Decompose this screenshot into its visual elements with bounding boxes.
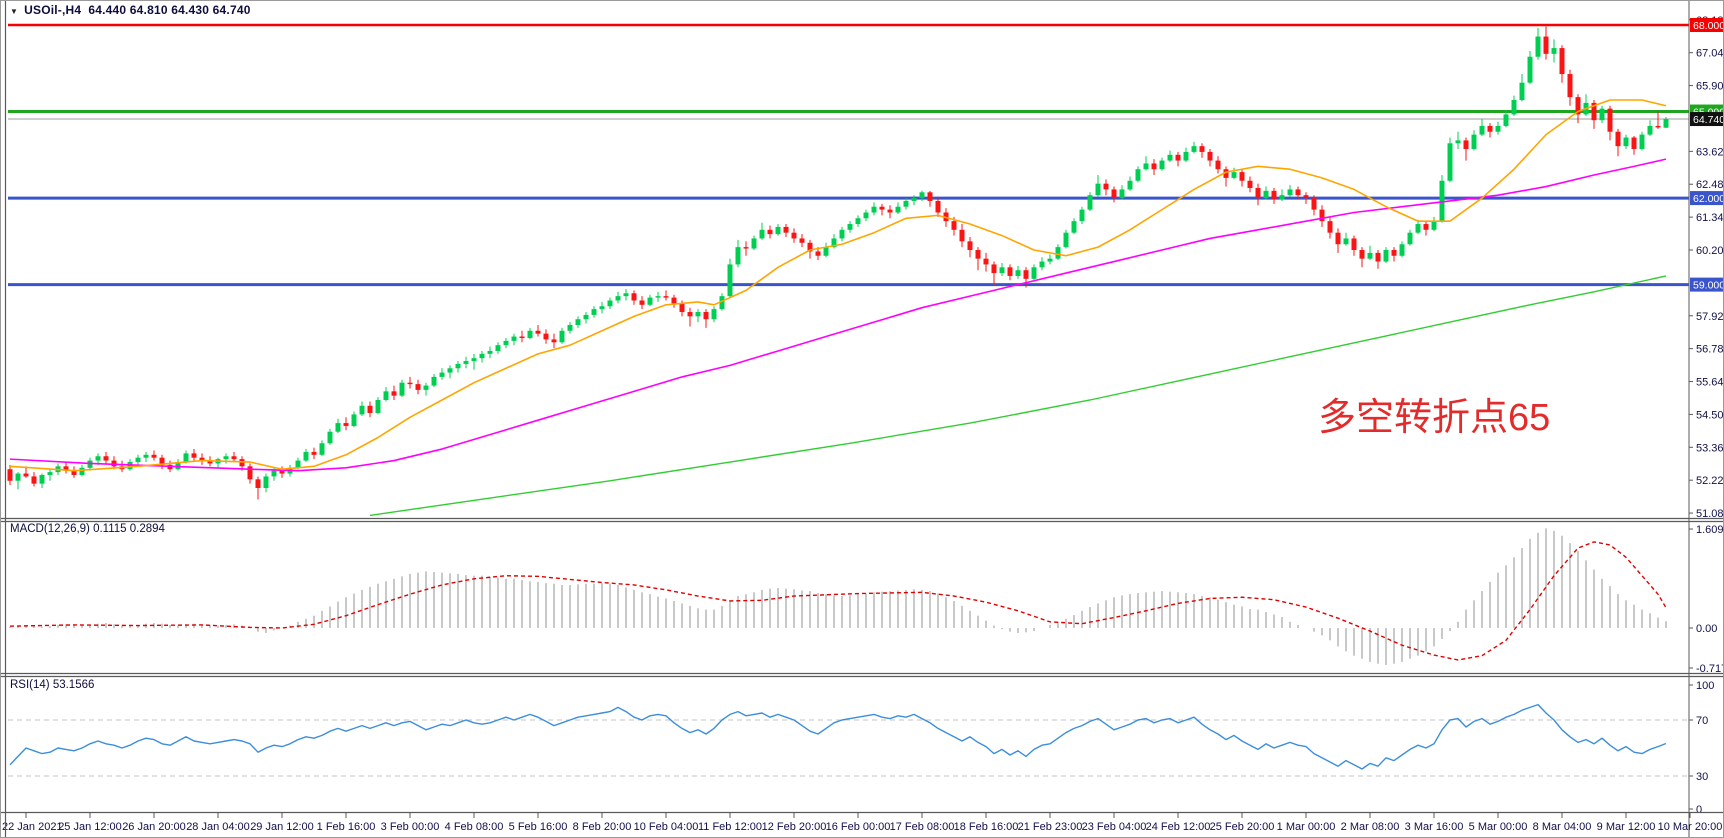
svg-text:25 Feb 20:00: 25 Feb 20:00	[1210, 821, 1275, 833]
svg-text:68.000: 68.000	[1693, 20, 1724, 32]
svg-text:60.200: 60.200	[1696, 245, 1724, 257]
svg-text:17 Feb 08:00: 17 Feb 08:00	[890, 821, 955, 833]
svg-text:53.360: 53.360	[1696, 442, 1724, 454]
svg-text:4 Feb 08:00: 4 Feb 08:00	[445, 821, 504, 833]
svg-text:54.500: 54.500	[1696, 409, 1724, 421]
macd-panel[interactable]	[9, 528, 1667, 665]
svg-text:29 Jan 12:00: 29 Jan 12:00	[250, 821, 314, 833]
rsi-line	[9, 703, 1667, 770]
svg-text:100: 100	[1696, 680, 1714, 692]
svg-text:16 Feb 00:00: 16 Feb 00:00	[826, 821, 891, 833]
svg-text:1 Mar 00:00: 1 Mar 00:00	[1277, 821, 1336, 833]
svg-text:65.900: 65.900	[1696, 81, 1724, 93]
svg-text:10 Feb 04:00: 10 Feb 04:00	[634, 821, 699, 833]
macd-label: MACD(12,26,9) 0.1115 0.2894	[10, 523, 165, 535]
svg-text:55.640: 55.640	[1696, 377, 1724, 389]
svg-text:12 Feb 20:00: 12 Feb 20:00	[762, 821, 827, 833]
svg-text:1.6093: 1.6093	[1696, 524, 1724, 536]
svg-text:59.000: 59.000	[1693, 280, 1724, 292]
macd-histogram	[9, 528, 1667, 665]
chart-title: ▼ USOil-,H4 64.440 64.810 64.430 64.740	[10, 3, 251, 17]
main-chart-panel[interactable]	[7, 23, 1690, 517]
svg-text:51.080: 51.080	[1696, 508, 1724, 520]
svg-text:8 Mar 04:00: 8 Mar 04:00	[1533, 821, 1592, 833]
symbol-dropdown-icon[interactable]: ▼	[10, 7, 19, 16]
svg-text:18 Feb 16:00: 18 Feb 16:00	[954, 821, 1019, 833]
svg-text:8 Feb 20:00: 8 Feb 20:00	[573, 821, 632, 833]
ma-slow-line	[369, 275, 1667, 517]
symbol-timeframe: USOil-,H4	[24, 3, 82, 17]
svg-text:61.340: 61.340	[1696, 212, 1724, 224]
svg-text:25 Jan 12:00: 25 Jan 12:00	[58, 821, 122, 833]
svg-text:5 Feb 16:00: 5 Feb 16:00	[509, 821, 568, 833]
svg-text:67.040: 67.040	[1696, 48, 1724, 60]
svg-text:62.000: 62.000	[1693, 193, 1724, 205]
svg-text:28 Jan 04:00: 28 Jan 04:00	[186, 821, 250, 833]
svg-text:64.740: 64.740	[1693, 114, 1724, 126]
svg-text:56.780: 56.780	[1696, 344, 1724, 356]
svg-text:63.620: 63.620	[1696, 146, 1724, 158]
candlestick-series	[7, 26, 1669, 500]
svg-text:3 Mar 16:00: 3 Mar 16:00	[1405, 821, 1464, 833]
svg-text:70: 70	[1696, 715, 1708, 727]
svg-text:24 Feb 12:00: 24 Feb 12:00	[1146, 821, 1211, 833]
price-axis[interactable]: 68.18067.04065.90063.62062.48061.34060.2…	[1688, 0, 1724, 838]
annotation-text[interactable]: 多空转折点65	[1318, 397, 1551, 439]
svg-text:5 Mar 00:00: 5 Mar 00:00	[1469, 821, 1528, 833]
svg-text:30: 30	[1696, 771, 1708, 783]
svg-text:11 Feb 12:00: 11 Feb 12:00	[698, 821, 762, 833]
svg-text:22 Jan 2021: 22 Jan 2021	[2, 821, 63, 833]
svg-text:62.480: 62.480	[1696, 179, 1724, 191]
rsi-panel[interactable]	[8, 703, 1689, 777]
svg-text:9 Mar 12:00: 9 Mar 12:00	[1597, 821, 1656, 833]
svg-text:21 Feb 23:00: 21 Feb 23:00	[1018, 821, 1083, 833]
svg-text:3 Feb 00:00: 3 Feb 00:00	[381, 821, 440, 833]
svg-text:2 Mar 08:00: 2 Mar 08:00	[1341, 821, 1400, 833]
ma-mid-line	[9, 158, 1667, 472]
svg-text:26 Jan 20:00: 26 Jan 20:00	[122, 821, 186, 833]
svg-text:23 Feb 04:00: 23 Feb 04:00	[1082, 821, 1147, 833]
ma-fast-line	[9, 99, 1667, 472]
rsi-label: RSI(14) 53.1566	[10, 679, 95, 691]
svg-text:57.920: 57.920	[1696, 311, 1724, 323]
macd-signal-line	[9, 541, 1667, 661]
svg-text:-0.7172: -0.7172	[1696, 663, 1724, 675]
svg-text:0.00: 0.00	[1696, 623, 1717, 635]
svg-text:0: 0	[1696, 804, 1702, 816]
svg-text:52.220: 52.220	[1696, 475, 1724, 487]
ohlc-readout: 64.440 64.810 64.430 64.740	[88, 3, 251, 17]
svg-text:10 Mar 20:00: 10 Mar 20:00	[1658, 821, 1723, 833]
svg-text:1 Feb 16:00: 1 Feb 16:00	[317, 821, 376, 833]
